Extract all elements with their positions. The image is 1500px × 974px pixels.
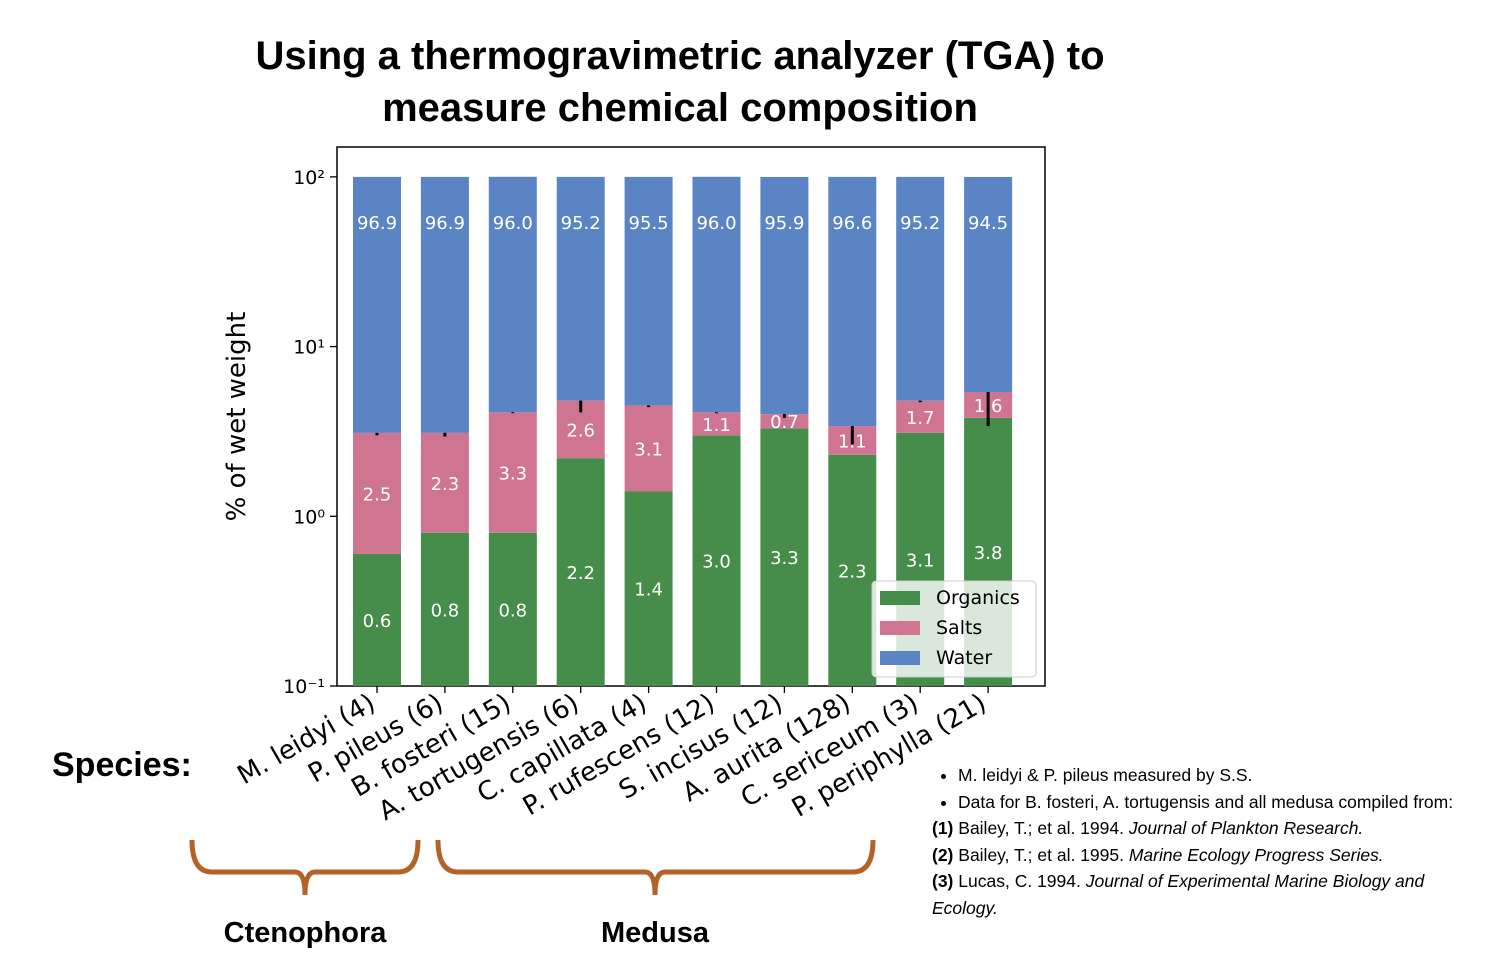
reference-journal: Marine Ecology Progress Series.: [1128, 844, 1384, 865]
data-label: 3.1: [906, 550, 935, 571]
data-label: 96.0: [493, 213, 533, 234]
data-label: 1.7: [906, 408, 935, 429]
bar-segment: [624, 405, 673, 492]
bar-segment: [692, 435, 741, 686]
bar-segment: [624, 176, 673, 406]
note-bullet: M. leidyi & P. pileus measured by S.S.: [958, 762, 1492, 789]
data-label: 95.2: [900, 213, 940, 234]
bar-segment: [488, 412, 537, 533]
legend-label: Salts: [936, 617, 982, 639]
group-bracket: [189, 839, 421, 896]
data-label: 94.5: [968, 213, 1008, 234]
notes: M. leidyi & P. pileus measured by S.S. D…: [932, 762, 1492, 921]
bar-segment: [353, 432, 401, 554]
bar-segment: [420, 432, 469, 533]
data-label: 2.2: [566, 563, 595, 584]
data-label: 96.0: [696, 213, 736, 234]
bar-segment: [896, 176, 945, 401]
data-label: 2.3: [431, 474, 460, 495]
data-label: 3.1: [634, 439, 663, 460]
data-label: 2.6: [566, 420, 595, 441]
data-label: 1.1: [702, 415, 731, 436]
y-tick-label: 10⁻¹: [283, 676, 325, 698]
legend-label: Water: [936, 647, 992, 669]
bar-segment: [760, 414, 809, 429]
reference-text: Bailey, T.; et al. 1995.: [958, 844, 1124, 865]
data-label: 0.8: [431, 600, 460, 621]
bar-segment: [692, 176, 741, 413]
bar-segment: [964, 176, 1013, 393]
bar-segment: [353, 553, 401, 686]
data-label: 3.8: [974, 543, 1003, 564]
bar-segment: [556, 176, 605, 401]
bar-segment: [760, 176, 809, 415]
reference-number: (1): [932, 818, 954, 838]
group-label: Medusa: [601, 917, 710, 949]
reference-journal: Journal of Experimental Marine Biology a…: [932, 871, 1425, 918]
data-label: 3.0: [702, 552, 731, 573]
data-label: 95.9: [764, 213, 804, 234]
legend-label: Organics: [936, 587, 1020, 609]
data-label: 96.9: [357, 213, 397, 234]
bar-segment: [488, 532, 537, 686]
data-label: 95.5: [629, 213, 669, 234]
legend-swatch: [880, 651, 920, 665]
bar-segment: [896, 400, 945, 433]
legend-swatch: [880, 621, 920, 635]
reference: (1) Bailey, T.; et al. 1994. Journal of …: [932, 815, 1492, 842]
data-label: 96.9: [425, 213, 465, 234]
y-tick-label: 10²: [293, 167, 325, 189]
note-bullets: M. leidyi & P. pileus measured by S.S. D…: [932, 762, 1492, 815]
chart-title: Using a thermogravimetric analyzer (TGA)…: [255, 34, 1105, 130]
group-label: Ctenophora: [224, 917, 388, 949]
note-bullet: Data for B. fosteri, A. tortugensis and …: [958, 789, 1492, 816]
y-axis-label: % of wet weight: [222, 312, 252, 522]
bar-segment: [420, 176, 469, 433]
data-label: 0.6: [363, 611, 392, 632]
reference-text: Bailey, T.; et al. 1994.: [958, 818, 1124, 838]
y-tick-label: 10¹: [293, 337, 325, 359]
data-label: 2.3: [838, 561, 867, 582]
group-bracket: [435, 839, 876, 896]
y-tick-label: 10⁰: [293, 506, 325, 528]
reference: (2) Bailey, T.; et al. 1995. Marine Ecol…: [932, 842, 1492, 869]
data-label: 0.7: [770, 412, 799, 433]
bar-segment: [760, 428, 809, 686]
data-label: 2.5: [363, 484, 392, 505]
bar-segment: [353, 176, 401, 433]
data-label: 3.3: [498, 464, 527, 485]
bar-segment: [556, 458, 605, 686]
bar-segment: [624, 491, 673, 686]
bar-segment: [488, 176, 537, 413]
data-label: 95.2: [561, 213, 601, 234]
data-label: 0.8: [498, 600, 527, 621]
reference-number: (2): [932, 844, 954, 865]
bar-segment: [828, 176, 877, 427]
reference: (3) Lucas, C. 1994. Journal of Experimen…: [932, 868, 1492, 921]
data-label: 3.3: [770, 548, 799, 569]
bar-segment: [692, 412, 741, 436]
data-label: 1.4: [634, 580, 663, 601]
references: (1) Bailey, T.; et al. 1994. Journal of …: [932, 815, 1492, 921]
bar-segment: [828, 454, 877, 686]
x-axis-label: Species:: [52, 746, 192, 784]
reference-number: (3): [932, 871, 954, 891]
plot-frame: [336, 146, 1046, 687]
reference-journal: Journal of Plankton Research.: [1128, 818, 1364, 838]
reference-text: Lucas, C. 1994.: [958, 871, 1081, 891]
bar-segment: [420, 532, 469, 686]
data-label: 96.6: [832, 213, 872, 234]
legend-swatch: [880, 591, 920, 605]
